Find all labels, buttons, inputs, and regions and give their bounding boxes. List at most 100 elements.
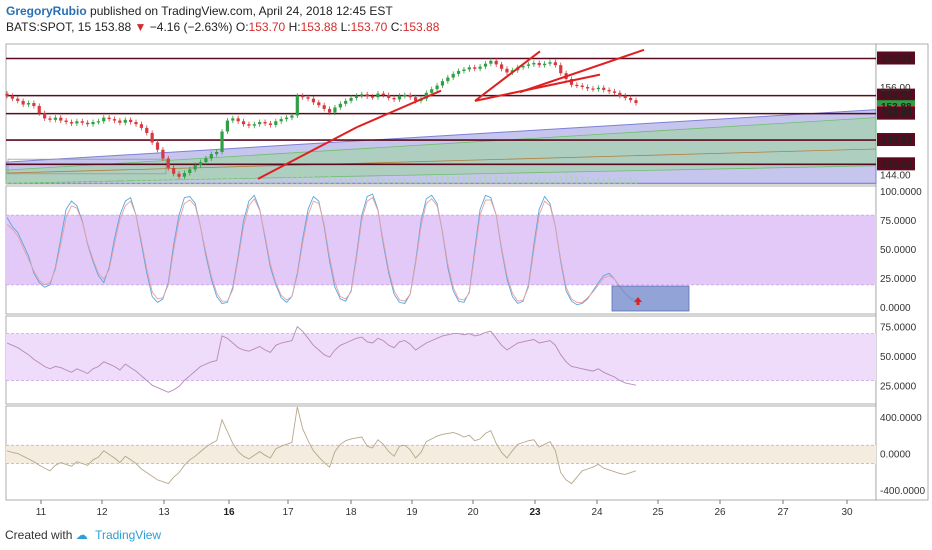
candle-body: [96, 121, 100, 123]
candle-body: [322, 105, 326, 109]
volume-bar: [134, 180, 138, 184]
volume-bar: [48, 181, 52, 184]
volume-bar: [172, 172, 175, 184]
x-tick-label: 16: [223, 507, 235, 518]
volume-bar: [484, 174, 487, 184]
candle-body: [32, 103, 36, 106]
volume-bar: [199, 177, 202, 184]
candle-body: [172, 167, 176, 174]
volume-bar: [419, 178, 423, 184]
volume-bar: [387, 178, 390, 184]
volume-bar: [258, 178, 261, 184]
volume-bar: [124, 180, 127, 184]
volume-bar: [435, 176, 439, 184]
x-tick-label: 12: [96, 507, 108, 518]
candle-body: [360, 94, 364, 96]
candle-body: [333, 107, 337, 113]
volume-bar: [430, 177, 433, 184]
candle-body: [274, 121, 278, 125]
volume-bar: [322, 177, 326, 184]
volume-bar: [597, 177, 600, 184]
x-tick-label: 27: [777, 507, 789, 518]
channel-midline: [5, 148, 877, 174]
candle-body: [462, 69, 466, 71]
volume-bar: [554, 177, 557, 184]
candle-body: [306, 97, 310, 99]
wedge-upper-right: [519, 48, 645, 94]
candle-body: [220, 131, 224, 152]
volume-bar: [511, 177, 514, 184]
x-tick-label: 20: [467, 507, 479, 518]
candle-body: [129, 119, 133, 123]
candle-body: [64, 120, 68, 123]
volume-bar: [75, 181, 79, 184]
candle-body: [263, 122, 267, 124]
candle-body: [634, 100, 638, 104]
candle-body: [145, 127, 149, 133]
candle-body: [177, 173, 181, 177]
volume-bar: [263, 180, 267, 184]
volume-bar: [538, 178, 541, 184]
candle-body: [80, 121, 84, 123]
volume-bar: [167, 173, 170, 184]
candle-body: [258, 122, 262, 125]
volume-bar: [231, 176, 234, 184]
volume-bar: [591, 178, 595, 184]
candle-body: [424, 92, 428, 99]
candle-body: [451, 73, 455, 78]
volume-bar: [215, 178, 218, 184]
volume-bar: [129, 181, 132, 184]
candle-body: [532, 62, 536, 65]
candle-body: [569, 79, 574, 85]
candle-body: [505, 68, 509, 73]
candle-body: [107, 117, 111, 120]
volume-bar: [478, 177, 482, 184]
volume-bar: [269, 180, 272, 184]
volume-bar: [382, 178, 385, 184]
volume-bar: [253, 180, 256, 184]
candle-body: [494, 60, 498, 65]
candle-body: [440, 81, 445, 86]
oscillator-line-0: [6, 325, 637, 393]
volume-bar: [274, 178, 278, 184]
candle-body: [586, 87, 590, 89]
candle-body: [236, 118, 240, 122]
candle-body: [596, 87, 600, 90]
volume-bar: [564, 173, 568, 184]
oscillator-line-0: [6, 406, 637, 485]
volume-bar: [118, 181, 122, 184]
price-tick-label: 156.00: [880, 83, 911, 94]
low-value: 153.70: [350, 20, 388, 34]
candle-body: [397, 95, 402, 100]
volume-bar: [43, 180, 46, 184]
volume-bar: [285, 177, 288, 184]
oscillator-tick-label: 400.0000: [880, 413, 922, 424]
volume-bar: [113, 180, 116, 184]
candle-body: [134, 122, 138, 125]
candle-body: [182, 173, 187, 177]
candle-body: [43, 113, 47, 119]
volume-bar: [333, 177, 337, 184]
author-link[interactable]: GregoryRubio: [6, 4, 87, 18]
candle-body: [123, 119, 127, 123]
created-with-text: Created with: [5, 528, 73, 542]
oscillator-tick-label: 75.0000: [880, 216, 917, 227]
candle-body: [247, 124, 251, 126]
volume-bar: [355, 178, 358, 184]
volume-bar: [59, 181, 62, 184]
price-tag-label: 148.83: [881, 135, 912, 146]
candle-body: [629, 97, 633, 101]
candle-body: [602, 87, 606, 90]
price-tag-box: [877, 133, 915, 147]
price-tick-label: 144.00: [880, 170, 911, 181]
volume-bar: [581, 177, 584, 184]
candle-body: [392, 97, 396, 100]
volume-bar: [306, 174, 310, 184]
candle-body: [279, 119, 283, 122]
candle-body: [215, 151, 219, 155]
tradingview-brand[interactable]: TradingView: [95, 528, 162, 542]
price-axis-frame: [875, 43, 929, 501]
down-arrow-icon: ▼: [134, 20, 147, 34]
volume-bar: [441, 174, 444, 184]
